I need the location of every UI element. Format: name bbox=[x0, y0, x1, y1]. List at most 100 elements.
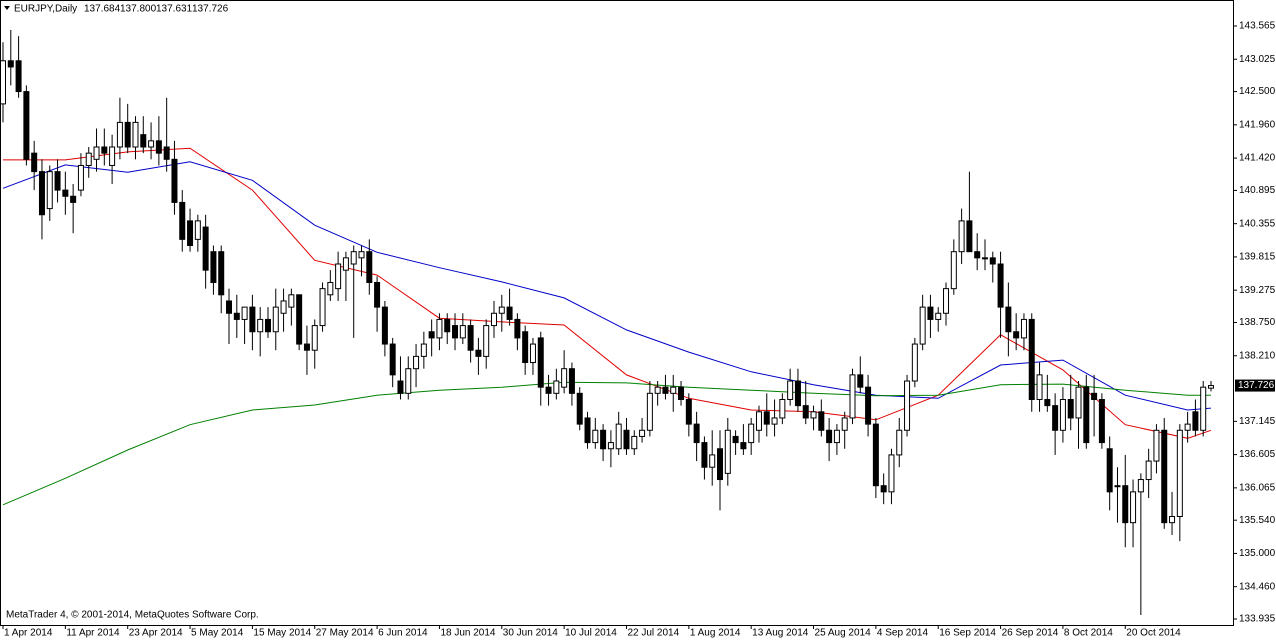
candle-body bbox=[787, 380, 794, 400]
candle-body bbox=[23, 91, 30, 160]
candle-body bbox=[1020, 318, 1027, 339]
x-tick-label: 11 Apr 2014 bbox=[66, 628, 120, 639]
candle-body bbox=[865, 386, 872, 425]
candle-body bbox=[31, 152, 38, 173]
y-tick-label: 135.000 bbox=[1239, 548, 1276, 559]
candle-body bbox=[1028, 318, 1035, 400]
candle-body bbox=[249, 306, 256, 333]
x-tick-label: 13 Aug 2014 bbox=[752, 628, 809, 639]
candle-body bbox=[374, 281, 381, 308]
candle-body bbox=[101, 146, 108, 154]
candle-body bbox=[475, 349, 482, 357]
candle-body bbox=[935, 312, 942, 320]
candle-body bbox=[226, 300, 233, 314]
candle-body bbox=[7, 60, 14, 68]
candle-body bbox=[124, 121, 131, 148]
x-tick-label: 8 Oct 2014 bbox=[1064, 628, 1113, 639]
candle-body bbox=[724, 429, 731, 474]
candle-body bbox=[1091, 392, 1098, 400]
candle-body bbox=[607, 442, 614, 450]
menu-icon[interactable] bbox=[4, 6, 10, 10]
candle-body bbox=[405, 368, 412, 394]
candle-body bbox=[296, 294, 303, 345]
candle-body bbox=[280, 300, 287, 314]
x-tick-label: 26 Sep 2014 bbox=[1002, 628, 1059, 639]
candle-body bbox=[483, 325, 490, 357]
candle-body bbox=[623, 429, 630, 450]
candle-body bbox=[264, 318, 271, 333]
candle-body bbox=[116, 121, 123, 148]
footer: MetaTrader 4, © 2001-2014, MetaQuotes So… bbox=[6, 610, 259, 621]
y-tick-label: 140.355 bbox=[1239, 218, 1276, 229]
plot-frame bbox=[0, 0, 1234, 626]
candle-body bbox=[1161, 429, 1168, 524]
x-tick-label: 23 Apr 2014 bbox=[129, 628, 183, 639]
candle-body bbox=[537, 337, 544, 388]
candle-body bbox=[1098, 398, 1105, 444]
candle-body bbox=[833, 429, 840, 444]
candle-body bbox=[646, 392, 653, 431]
y-tick-label: 142.500 bbox=[1239, 86, 1276, 97]
candle-body bbox=[896, 429, 903, 456]
candle-body bbox=[779, 398, 786, 419]
candle-body bbox=[1075, 386, 1082, 419]
candle-body bbox=[981, 257, 988, 260]
candle-body bbox=[303, 343, 310, 351]
y-tick-label: 134.460 bbox=[1239, 581, 1276, 592]
candle-body bbox=[1052, 405, 1059, 431]
y-tick-label: 135.540 bbox=[1239, 515, 1276, 526]
candle-body bbox=[717, 448, 724, 481]
x-tick-label: 10 Jul 2014 bbox=[565, 628, 617, 639]
candle-body bbox=[1176, 429, 1183, 517]
candle-body bbox=[428, 331, 435, 339]
candle-body bbox=[506, 306, 513, 320]
candle-body bbox=[592, 429, 599, 444]
candle-body bbox=[670, 386, 677, 394]
y-tick-label: 139.815 bbox=[1239, 252, 1276, 263]
candle-body bbox=[904, 380, 911, 431]
candle-body bbox=[366, 251, 373, 283]
y-tick-label: 143.565 bbox=[1239, 21, 1276, 32]
candle-body bbox=[171, 158, 178, 203]
x-tick-label: 16 Sep 2014 bbox=[939, 628, 996, 639]
candle-body bbox=[444, 318, 451, 333]
candle-body bbox=[0, 60, 6, 105]
candle-body bbox=[755, 411, 762, 431]
candle-body bbox=[529, 343, 536, 364]
candle-body bbox=[974, 251, 981, 259]
candle-body bbox=[381, 306, 388, 345]
candle-body bbox=[241, 306, 248, 320]
candle-body bbox=[857, 374, 864, 388]
candle-body bbox=[545, 386, 552, 394]
candle-body bbox=[880, 485, 887, 493]
moving-average-line bbox=[2, 161, 1212, 411]
x-tick-label: 22 Jul 2014 bbox=[627, 628, 679, 639]
candle-body bbox=[561, 368, 568, 388]
candle-body bbox=[1083, 386, 1090, 444]
candle-body bbox=[46, 171, 53, 210]
candle-body bbox=[1036, 374, 1043, 400]
candle-body bbox=[576, 392, 583, 425]
candle-body bbox=[997, 263, 1004, 308]
candle-body bbox=[771, 417, 778, 425]
y-tick-label: 141.960 bbox=[1239, 119, 1276, 130]
candle-body bbox=[763, 411, 770, 425]
candle-body bbox=[958, 220, 965, 253]
candle-body bbox=[888, 454, 895, 493]
candle-body bbox=[849, 374, 856, 419]
candle-body bbox=[1208, 385, 1214, 389]
x-tick-label: 25 Aug 2014 bbox=[815, 628, 872, 639]
candle-body bbox=[202, 226, 209, 271]
y-tick-label: 137.145 bbox=[1239, 416, 1276, 427]
x-tick-label: 1 Aug 2014 bbox=[690, 628, 741, 639]
candle-body bbox=[631, 435, 638, 450]
candle-body bbox=[693, 423, 700, 444]
candle-body bbox=[358, 251, 365, 259]
candle-body bbox=[1153, 429, 1160, 462]
candle-body bbox=[413, 355, 420, 370]
candle-body bbox=[748, 423, 755, 444]
candle-body bbox=[1130, 491, 1137, 524]
candle-body bbox=[1114, 485, 1121, 488]
candle-body bbox=[85, 152, 92, 166]
x-tick-label: 1 Apr 2014 bbox=[4, 628, 53, 639]
